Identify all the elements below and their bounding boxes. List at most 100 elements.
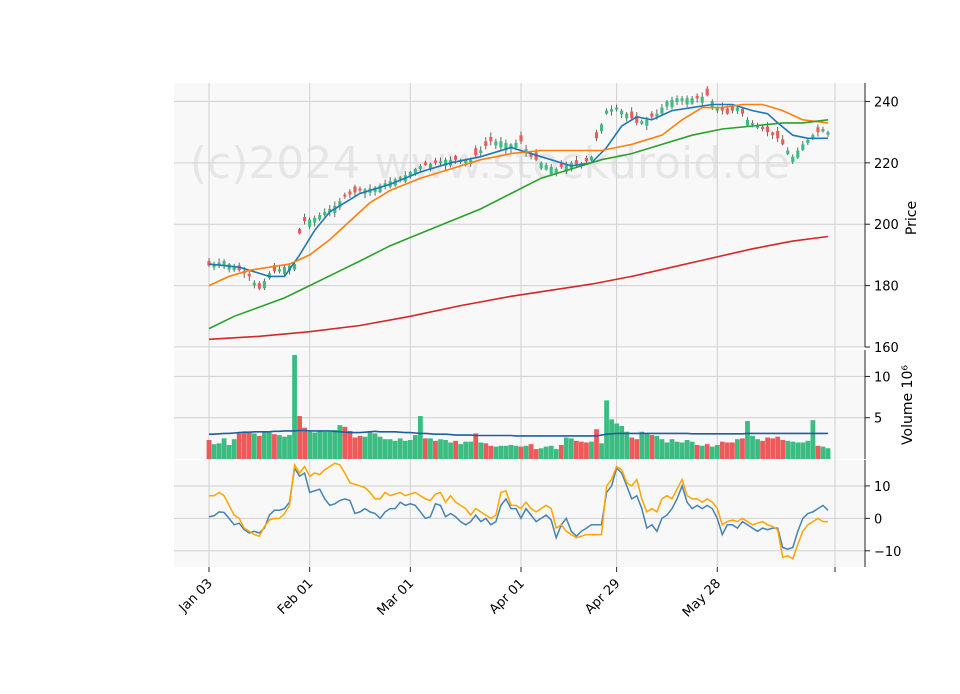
volume-bar — [498, 445, 504, 459]
candle-body — [262, 281, 266, 289]
candle-body — [413, 168, 417, 174]
candle-body — [544, 164, 548, 170]
volume-bar — [448, 442, 453, 459]
volume-bar — [745, 421, 750, 459]
oscillator-tick-label: −10 — [874, 545, 901, 560]
volume-bar — [412, 435, 418, 459]
volume-bar — [277, 435, 282, 459]
candle-body — [589, 156, 594, 161]
candle-body — [348, 191, 352, 195]
volume-bar — [417, 416, 423, 459]
moving-average-line — [208, 119, 829, 330]
candle-body — [811, 135, 815, 138]
candle-body — [272, 265, 276, 272]
candle-body — [630, 111, 634, 119]
candle-body — [761, 126, 765, 130]
volume-bar — [699, 445, 705, 459]
candle-body — [529, 154, 533, 157]
volume-bar — [553, 449, 559, 459]
watermark-text: (c)2024 www.stockdroid.de — [190, 138, 790, 189]
candle-body — [650, 113, 654, 117]
volume-bar — [357, 435, 363, 459]
volume-bar — [221, 438, 227, 459]
candle-body — [484, 141, 488, 146]
candle-body — [821, 129, 825, 132]
candle-body — [796, 150, 800, 158]
candle-body — [700, 96, 704, 103]
candle-body — [489, 136, 493, 142]
candle-body — [514, 142, 518, 148]
candle-body — [725, 108, 729, 114]
volume-bar — [528, 444, 534, 459]
candle-body — [298, 229, 302, 234]
candle-body — [438, 161, 443, 164]
price-tick-label: 240 — [874, 95, 899, 110]
volume-bar — [659, 439, 665, 459]
volume-bar — [377, 436, 383, 459]
candle-body — [766, 126, 770, 133]
candle-body — [549, 166, 553, 175]
candle-body — [660, 107, 664, 114]
volume-tick-label: 5 — [874, 412, 882, 427]
x-tick-label: May 28 — [680, 576, 724, 620]
candle-body — [454, 155, 458, 160]
volume-bar — [724, 442, 730, 459]
volume-bar — [664, 442, 670, 459]
candle-body — [715, 107, 719, 111]
oscillator-panel — [174, 460, 865, 567]
candle-body — [378, 185, 382, 193]
candle-body — [499, 141, 503, 148]
candle-body — [247, 273, 251, 277]
volume-ma-line — [209, 429, 828, 437]
volume-bar — [251, 433, 257, 459]
candle-body — [524, 149, 528, 154]
candle-body — [282, 267, 287, 274]
candle-body — [816, 127, 820, 133]
volume-bar — [624, 431, 630, 459]
candle-body — [277, 269, 282, 272]
candle-body — [594, 132, 599, 139]
candle-body — [469, 159, 473, 165]
volume-bar — [473, 433, 479, 459]
candle-body — [232, 267, 236, 271]
oscillator-tick-label: 10 — [874, 480, 891, 495]
volume-bar — [428, 438, 433, 459]
volume-bar — [573, 440, 579, 459]
volume-bar — [523, 445, 529, 459]
volume-bar — [307, 431, 313, 459]
volume-bar — [332, 430, 338, 459]
candle-body — [443, 159, 448, 166]
candle-body — [655, 113, 659, 117]
candle-body — [705, 88, 709, 96]
volume-bar — [594, 429, 599, 459]
candle-body — [635, 115, 639, 123]
volume-bar — [407, 440, 413, 459]
candle-body — [695, 95, 699, 99]
volume-ma-path — [209, 429, 828, 437]
volume-bar — [609, 419, 614, 459]
candle-body — [423, 162, 427, 165]
volume-bar — [740, 438, 745, 459]
volume-bar — [372, 433, 378, 459]
candle-body — [574, 160, 578, 165]
volume-bar — [805, 440, 811, 459]
volume-bar — [810, 420, 816, 459]
volume-bar — [755, 439, 760, 459]
candle-body — [383, 183, 387, 186]
volume-bar — [226, 444, 232, 459]
candle-body — [519, 135, 523, 142]
volume-bar — [689, 441, 695, 459]
volume-bar — [493, 446, 499, 459]
volume-bar — [468, 441, 474, 459]
volume-bar — [266, 432, 272, 459]
candle-body — [252, 282, 256, 286]
volume-bar — [382, 439, 388, 459]
volume-bar — [423, 438, 428, 459]
price-axis-label: Price — [904, 201, 920, 235]
volume-bar — [649, 435, 655, 459]
volume-bar — [508, 444, 514, 459]
candle-body — [207, 261, 211, 266]
candle-body — [680, 98, 684, 101]
x-tick-label: Mar 01 — [375, 576, 418, 619]
volume-bar — [297, 416, 302, 459]
